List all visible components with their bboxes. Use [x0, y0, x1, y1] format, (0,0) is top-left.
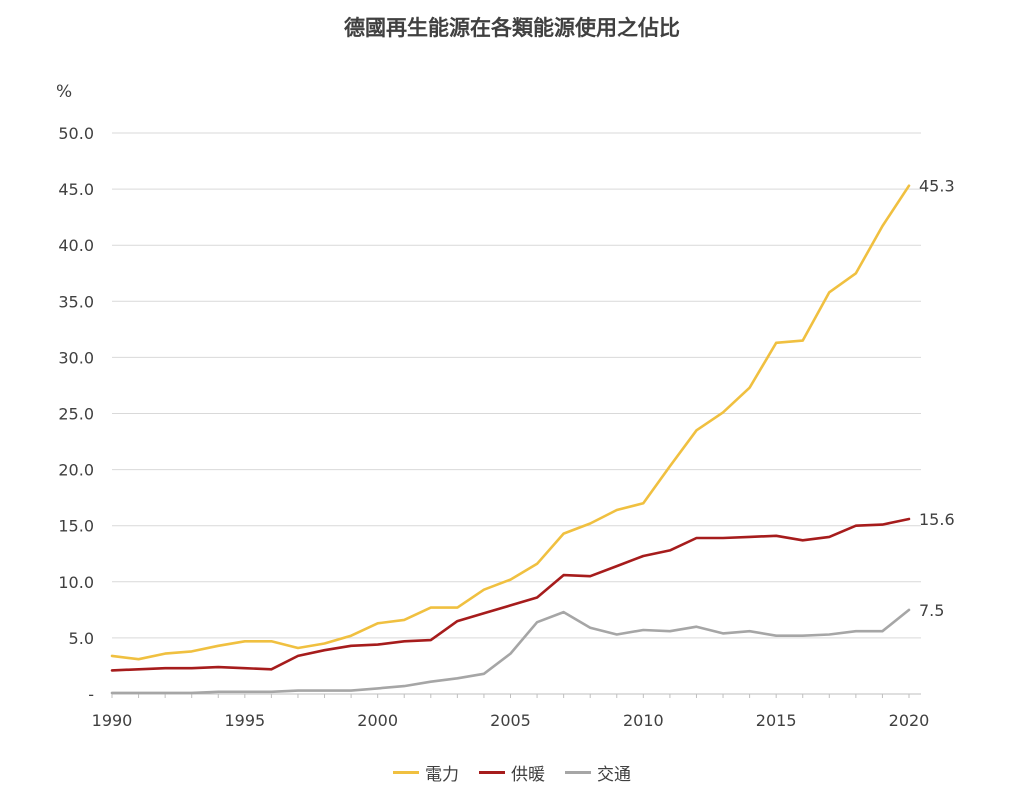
gridlines	[112, 132, 921, 639]
chart-title: 德國再生能源在各類能源使用之佔比	[344, 16, 680, 40]
legend-item: 電力	[393, 760, 459, 785]
legend-swatch	[565, 771, 591, 774]
y-tick-label: 45.0	[58, 180, 94, 199]
legend-label: 電力	[425, 765, 459, 785]
legend-swatch	[479, 771, 505, 774]
line-chart: - 5.0 10.0 15.0 20.0 25.0 30.0 35.0 40.0 45.0 50.0…	[58, 124, 955, 730]
legend-item: 交通	[565, 760, 631, 785]
y-tick-label: 35.0	[58, 292, 94, 311]
axes: - 5.0 10.0 15.0 20.0 25.0 30.0 35.0 40.0 45.0 50.0…	[58, 124, 929, 730]
legend: 電力 供暖 交通	[0, 760, 1024, 785]
x-tick-label: 1990	[92, 711, 133, 730]
legend-label: 交通	[597, 765, 631, 785]
legend-item: 供暖	[479, 760, 545, 785]
legend-swatch	[393, 771, 419, 774]
y-tick-label: 40.0	[58, 236, 94, 255]
y-axis-unit-label: %	[56, 82, 73, 102]
x-tick-label: 2010	[623, 711, 664, 730]
y-tick-label: 50.0	[58, 124, 94, 143]
series-end-label: 7.5	[919, 601, 944, 620]
series-end-label: 45.3	[919, 177, 955, 196]
x-tick-label: 2015	[756, 711, 797, 730]
legend-label: 供暖	[511, 765, 545, 785]
x-tick-label: 2005	[490, 711, 531, 730]
series-line-1	[110, 517, 911, 672]
series-lines	[110, 184, 911, 695]
series-line-2	[110, 608, 911, 695]
y-tick-label: 25.0	[58, 405, 94, 424]
y-tick-label: 15.0	[58, 517, 94, 536]
y-tick-label: 10.0	[58, 573, 94, 592]
y-tick-label: 30.0	[58, 348, 94, 367]
x-tick-label: 1995	[224, 711, 265, 730]
y-tick-label: 20.0	[58, 461, 94, 480]
y-tick-label: -	[88, 685, 94, 704]
series-end-label: 15.6	[919, 510, 955, 529]
x-tick-label: 2020	[889, 711, 930, 730]
end-labels: 45.3 15.6 7.5	[919, 177, 955, 620]
x-tick-label: 2000	[357, 711, 398, 730]
y-tick-label: 5.0	[69, 629, 94, 648]
series-line-0	[110, 184, 911, 661]
